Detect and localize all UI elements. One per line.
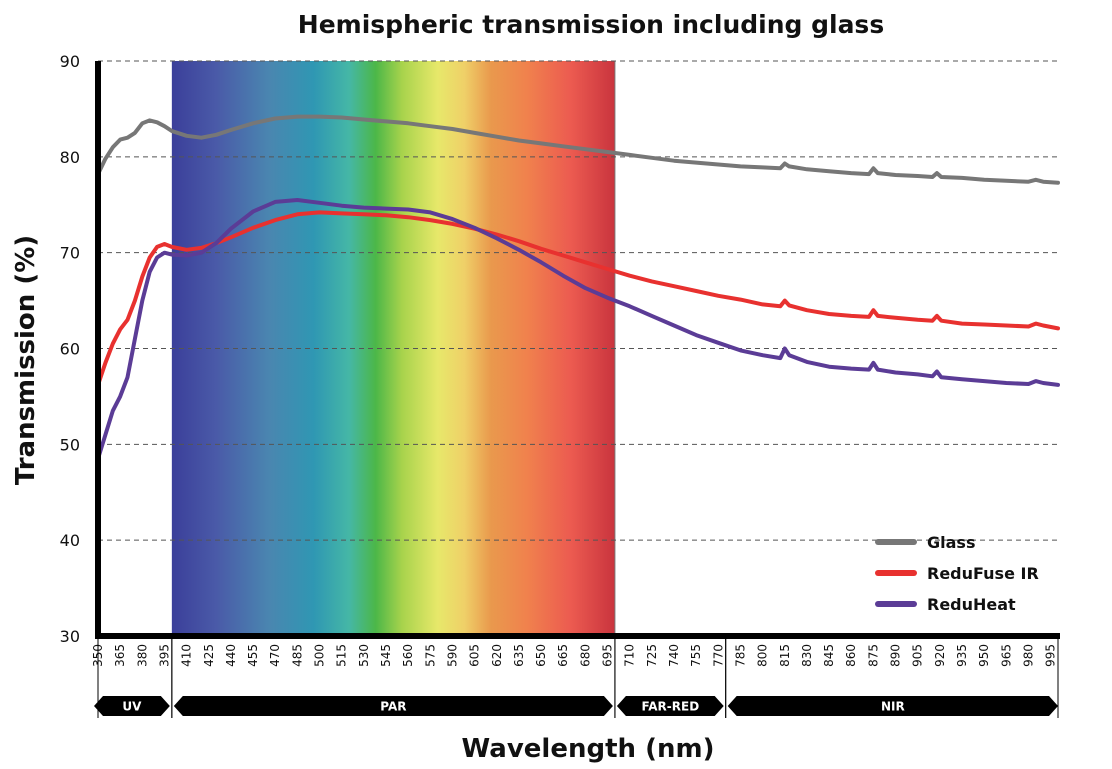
- x-tick-label: 575: [423, 644, 437, 667]
- x-tick-label: 455: [246, 644, 260, 667]
- x-tick-label: 695: [601, 644, 615, 667]
- series-line-reduheat: [96, 198, 1060, 461]
- chart-title: Hemispheric transmission including glass: [298, 10, 884, 39]
- band-arrow-nir: [727, 696, 1058, 716]
- series-line-redufuse-ir: [96, 210, 1060, 387]
- y-tick-label: 70: [60, 244, 80, 263]
- band-label-par: PAR: [380, 700, 406, 714]
- x-tick-label: 950: [977, 644, 991, 667]
- x-tick-label: 425: [202, 644, 216, 667]
- legend: Glass ReduFuse IR ReduHeat: [875, 533, 1039, 614]
- x-tick-label: 485: [290, 644, 304, 667]
- x-tick-label: 995: [1044, 644, 1058, 667]
- y-axis-ticks: 30 40 50 60 70 80 90: [60, 52, 80, 646]
- x-tick-label: 905: [911, 644, 925, 667]
- band-label-nir: NIR: [881, 700, 905, 714]
- x-tick-label: 410: [180, 644, 194, 667]
- legend-label: ReduHeat: [927, 595, 1016, 614]
- x-tick-label: 395: [157, 644, 171, 667]
- legend-label: ReduFuse IR: [927, 564, 1039, 583]
- x-tick-label: 725: [645, 644, 659, 667]
- y-tick-label: 40: [60, 531, 80, 550]
- x-tick-label: 980: [1021, 644, 1035, 667]
- y-tick-label: 90: [60, 52, 80, 71]
- x-tick-label: 845: [822, 644, 836, 667]
- legend-label: Glass: [927, 533, 975, 552]
- x-tick-label: 365: [113, 644, 127, 667]
- x-tick-label: 920: [933, 644, 947, 667]
- x-tick-label: 515: [335, 644, 349, 667]
- x-tick-label: 590: [445, 644, 459, 667]
- band-label-uv: UV: [122, 700, 142, 714]
- series-lines: [96, 114, 1060, 461]
- x-tick-label: 800: [756, 644, 770, 667]
- x-tick-label: 710: [623, 644, 637, 667]
- band-label-far-red: FAR-RED: [641, 700, 699, 714]
- x-tick-label: 635: [512, 644, 526, 667]
- series-line-glass: [96, 114, 1060, 185]
- x-tick-label: 890: [889, 644, 903, 667]
- x-tick-label: 830: [800, 644, 814, 667]
- gridlines: [98, 60, 1058, 541]
- y-tick-label: 50: [60, 435, 80, 454]
- x-tick-label: 440: [224, 644, 238, 667]
- y-axis-label: Transmission (%): [11, 235, 41, 485]
- x-tick-label: 380: [135, 644, 149, 667]
- x-tick-label: 755: [689, 644, 703, 667]
- y-tick-label: 80: [60, 148, 80, 167]
- band-arrow-uv: [94, 696, 170, 716]
- x-axis-ticks: 350 365 380 395 410 425 440 455 470 485 500 515 530 5…: [91, 636, 1059, 718]
- x-tick-label: 530: [357, 644, 371, 667]
- x-tick-label: 620: [490, 644, 504, 667]
- x-tick-label: 860: [844, 644, 858, 667]
- band-arrow-far-red: [616, 696, 724, 716]
- x-tick-label: 545: [379, 644, 393, 667]
- y-tick-label: 60: [60, 340, 80, 359]
- y-tick-label: 30: [60, 627, 80, 646]
- x-axis-label: Wavelength (nm): [462, 734, 715, 764]
- band-arrow-par: [173, 696, 613, 716]
- x-tick-label: 500: [313, 644, 327, 667]
- wavelength-bands: UV PAR FAR-RED NIR: [94, 696, 1058, 716]
- x-tick-label: 770: [711, 644, 725, 667]
- x-tick-label: 680: [578, 644, 592, 667]
- x-tick-label: 665: [556, 644, 570, 667]
- x-tick-label: 650: [534, 644, 548, 667]
- x-tick-label: 560: [401, 644, 415, 667]
- x-tick-label: 965: [999, 644, 1013, 667]
- x-tick-label: 470: [268, 644, 282, 667]
- x-tick-label: 875: [866, 644, 880, 667]
- x-tick-label: 785: [733, 644, 747, 667]
- x-tick-label: 740: [667, 644, 681, 667]
- x-tick-label: 815: [778, 644, 792, 667]
- x-tick-label: 935: [955, 644, 969, 667]
- x-tick-label: 605: [468, 644, 482, 667]
